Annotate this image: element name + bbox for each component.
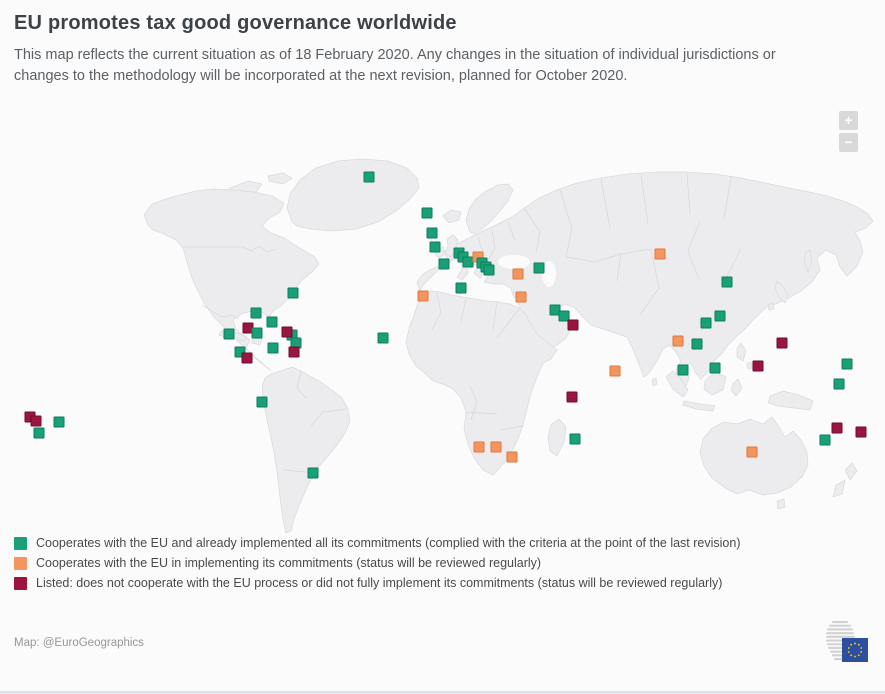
council-logo-svg: [826, 621, 868, 662]
map-marker-compliant[interactable]: [438, 258, 450, 270]
map-marker-compliant[interactable]: [841, 358, 853, 370]
map-marker-listed[interactable]: [752, 360, 764, 372]
map-marker-compliant[interactable]: [267, 342, 279, 354]
map-marker-compliant[interactable]: [377, 332, 389, 344]
map-marker-committed[interactable]: [512, 268, 524, 280]
legend-label: Cooperates with the EU in implementing i…: [36, 556, 542, 570]
map-marker-compliant[interactable]: [234, 346, 246, 358]
map-marker-compliant[interactable]: [53, 416, 65, 428]
map-marker-compliant[interactable]: [287, 287, 299, 299]
map-description: This map reflects the current situation …: [14, 47, 776, 85]
legend-item: Cooperates with the EU and already imple…: [14, 533, 741, 553]
map-marker-compliant[interactable]: [700, 317, 712, 329]
map-marker-listed[interactable]: [288, 346, 300, 358]
map-marker-committed[interactable]: [746, 446, 758, 458]
plus-icon: +: [844, 112, 853, 128]
council-of-eu-logo: [823, 621, 869, 672]
map-marker-committed[interactable]: [654, 248, 666, 260]
map-marker-listed[interactable]: [567, 319, 579, 331]
map-marker-compliant[interactable]: [307, 467, 319, 479]
map-marker-compliant[interactable]: [426, 227, 438, 239]
map-legend: Cooperates with the EU and already imple…: [14, 533, 741, 593]
map-marker-compliant[interactable]: [558, 310, 570, 322]
legend-item: Cooperates with the EU in implementing i…: [14, 553, 741, 573]
map-marker-compliant[interactable]: [533, 262, 545, 274]
map-marker-committed[interactable]: [417, 290, 429, 302]
map-marker-compliant[interactable]: [677, 364, 689, 376]
map-marker-compliant[interactable]: [691, 338, 703, 350]
map-land: [143, 158, 874, 534]
header: EU promotes tax good governance worldwid…: [14, 12, 871, 87]
map-marker-committed[interactable]: [473, 441, 485, 453]
map-marker-compliant[interactable]: [256, 396, 268, 408]
map-marker-compliant[interactable]: [833, 378, 845, 390]
legend-item: Listed: does not cooperate with the EU p…: [14, 573, 741, 593]
map-marker-committed[interactable]: [609, 365, 621, 377]
country-borders: [183, 172, 742, 473]
minus-icon: −: [844, 134, 853, 150]
map-marker-compliant[interactable]: [455, 282, 467, 294]
map-marker-compliant[interactable]: [421, 207, 433, 219]
eu-flag-icon: [842, 638, 868, 662]
map-marker-compliant[interactable]: [721, 276, 733, 288]
map-marker-compliant[interactable]: [714, 310, 726, 322]
map-marker-listed[interactable]: [566, 391, 578, 403]
legend-swatch: [14, 576, 27, 590]
map-marker-compliant[interactable]: [549, 304, 561, 316]
page-title: EU promotes tax good governance worldwid…: [14, 12, 457, 34]
map-marker-compliant[interactable]: [363, 171, 375, 183]
map-marker-listed[interactable]: [831, 422, 843, 434]
map-marker-compliant[interactable]: [569, 433, 581, 445]
legend-label: Listed: does not cooperate with the EU p…: [36, 576, 723, 590]
map-marker-compliant[interactable]: [223, 328, 235, 340]
map-marker-committed[interactable]: [506, 451, 518, 463]
legend-label: Cooperates with the EU and already imple…: [36, 536, 741, 550]
map-marker-listed[interactable]: [241, 352, 253, 364]
map-marker-compliant[interactable]: [429, 241, 441, 253]
map-marker-committed[interactable]: [515, 291, 527, 303]
map-marker-compliant[interactable]: [819, 434, 831, 446]
map-marker-committed[interactable]: [672, 335, 684, 347]
map-marker-listed[interactable]: [855, 426, 867, 438]
map-zoom-controls: + −: [839, 111, 858, 152]
map-marker-compliant[interactable]: [250, 307, 262, 319]
legend-swatch: [14, 556, 27, 570]
map-marker-compliant[interactable]: [251, 327, 263, 339]
zoom-out-button[interactable]: −: [839, 133, 858, 152]
map-marker-compliant[interactable]: [266, 316, 278, 328]
map-attribution: Map: @EuroGeographics: [14, 637, 144, 649]
map-marker-listed[interactable]: [776, 337, 788, 349]
map-marker-compliant[interactable]: [709, 362, 721, 374]
map-marker-listed[interactable]: [30, 415, 42, 427]
legend-swatch: [14, 536, 27, 550]
map-marker-listed[interactable]: [281, 326, 293, 338]
map-marker-committed[interactable]: [490, 441, 502, 453]
map-marker-compliant[interactable]: [483, 264, 495, 276]
inland-seas: [498, 255, 556, 287]
zoom-in-button[interactable]: +: [839, 111, 858, 130]
bottom-edge-strip: [0, 691, 885, 694]
map-marker-compliant[interactable]: [33, 427, 45, 439]
